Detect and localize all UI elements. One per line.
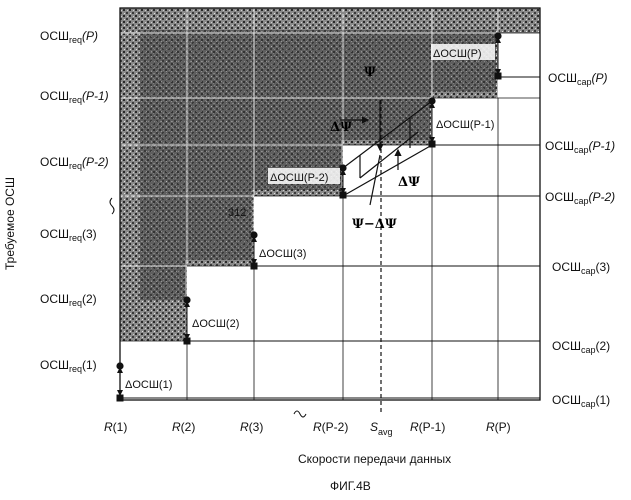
x-tick-labels: R(1) R(2) R(3) R(P-2) Savg R(P-1) R(P) (104, 420, 511, 437)
right-label-3: ОСШcap(3) (552, 260, 610, 276)
delta-psi-left: ΔΨ (330, 120, 352, 135)
x-tick-rp2: R(P-2) (313, 420, 348, 434)
delta-psi-right: ΔΨ (398, 175, 420, 190)
delta-label-3: ΔОСШ(3) (259, 248, 306, 260)
right-labels: ОСШcap(P) ОСШcap(P-1) ОСШcap(P-2) ОСШcap… (545, 71, 615, 409)
right-label-p: ОСШcap(P) (548, 71, 608, 87)
x-tick-rp: R(P) (486, 420, 511, 434)
psi-minus-delta-psi: Ψ−ΔΨ (352, 217, 397, 232)
right-label-p2: ОСШcap(P-2) (545, 190, 615, 206)
delta-label-2: ΔОСШ(2) (192, 318, 239, 330)
shaded-region-dark (140, 30, 496, 300)
left-label-3: ОСШreq(3) (40, 227, 97, 243)
delta-label-p1: ΔОСШ(P-1) (436, 119, 494, 131)
left-labels: ОСШreq(P) ОСШreq(P-1) ОСШreq(P-2) ОСШreq… (40, 29, 109, 374)
right-label-p1: ОСШcap(P-1) (545, 139, 615, 155)
ref-number: 312 (228, 207, 246, 219)
x-tick-r2: R(2) (172, 420, 195, 434)
x-tick-rp1: R(P-1) (410, 420, 445, 434)
delta-label-p: ΔОСШ(P) (433, 48, 482, 60)
x-axis-title: Скорости передачи данных (298, 452, 451, 466)
left-label-p: ОСШreq(P) (40, 29, 98, 45)
right-label-1: ОСШcap(1) (552, 393, 610, 409)
left-label-2: ОСШreq(2) (40, 292, 97, 308)
left-label-1: ОСШreq(1) (40, 358, 97, 374)
x-tick-r1: R(1) (104, 420, 127, 434)
left-label-p2: ОСШreq(P-2) (40, 155, 109, 171)
delta-label-p2: ΔОСШ(P-2) (270, 172, 328, 184)
figure-caption: ФИГ.4B (330, 479, 371, 493)
x-tick-r3: R(3) (240, 420, 263, 434)
y-axis-title: Требуемое ОСШ (3, 177, 17, 270)
left-label-p1: ОСШreq(P-1) (40, 89, 109, 105)
right-label-2: ОСШcap(2) (552, 339, 610, 355)
delta-label-1: ΔОСШ(1) (125, 379, 172, 391)
x-tick-savg: Savg (370, 420, 393, 437)
psi-label: Ψ (364, 65, 376, 80)
